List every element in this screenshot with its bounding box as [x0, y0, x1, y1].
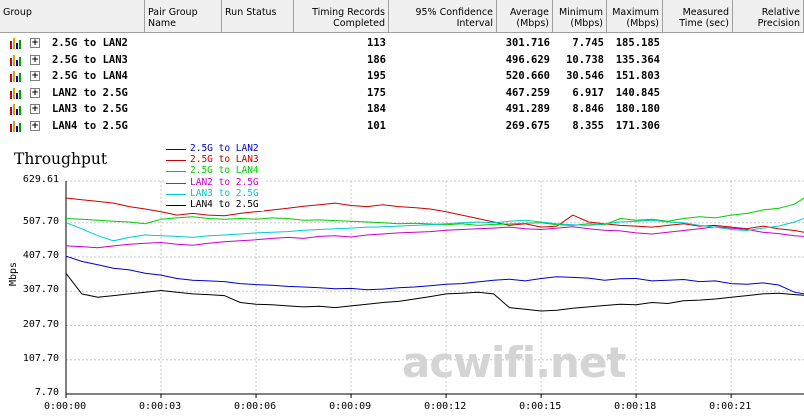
maximum-value: 185.185 [615, 37, 660, 49]
timing-records-value: 175 [367, 86, 386, 99]
x-tick-label: 0:00:09 [329, 401, 372, 412]
y-tick-label: 7.70 [34, 387, 59, 398]
expand-icon[interactable]: + [30, 87, 40, 98]
legend-label: 2.5G to LAN2 [190, 143, 259, 154]
y-tick-label: 107.70 [22, 352, 59, 364]
watermark: acwifi.net [402, 338, 627, 387]
table-header: Group Pair Group Name Run Status Timing … [0, 0, 804, 33]
pair-chart-icon [10, 38, 22, 49]
timing-records-value: 184 [367, 103, 386, 115]
x-tick-label: 0:00:03 [139, 401, 182, 412]
y-tick-label: 207.70 [22, 318, 59, 330]
table-row[interactable]: +2.5G to LAN3 186 496.629 10.738 135.364 [0, 52, 804, 68]
legend-label: 2.5G to LAN3 [190, 154, 259, 166]
y-tick-label: 307.70 [22, 284, 59, 296]
x-tick-label: 0:00:12 [424, 401, 467, 412]
expand-icon[interactable]: + [30, 38, 40, 48]
series-line-4 [65, 226, 804, 249]
y-tick-label: 629.61 [22, 174, 59, 185]
pair-name: LAN2 to 2.5G [52, 86, 128, 99]
pair-name: 2.5G to LAN2 [52, 37, 128, 49]
legend-swatch [166, 149, 186, 150]
average-value: 269.675 [505, 119, 550, 132]
minimum-value: 30.546 [566, 70, 604, 82]
table-row[interactable]: + LAN3 to 2.5G 184 491.289 8.846 180.180 [0, 101, 804, 117]
header-maximum[interactable]: Maximum (Mbps) [607, 0, 663, 33]
pair-name: LAN4 to 2.5G [52, 119, 128, 132]
average-value: 491.289 [505, 103, 550, 115]
header-run-status[interactable]: Run Status [222, 0, 294, 33]
series-line-5 [65, 218, 804, 242]
pair-chart-icon [10, 54, 22, 66]
maximum-value: 135.364 [615, 53, 660, 66]
expand-icon[interactable]: + [30, 71, 40, 81]
expand-icon[interactable]: + [30, 104, 40, 114]
x-tick-label: 0:00:15 [519, 401, 562, 412]
header-measured-time[interactable]: Measured Time (sec) [663, 0, 733, 33]
plot-area [65, 180, 804, 398]
legend-swatch [166, 205, 186, 206]
legend-label: 2.5G to LAN4 [190, 165, 259, 177]
legend-label: LAN2 to 2.5G [190, 176, 259, 188]
header-group[interactable]: Group [0, 0, 145, 33]
header-relative-precision[interactable]: Relative Precision [733, 0, 804, 33]
minimum-value: 8.355 [572, 119, 604, 132]
pair-chart-icon [10, 71, 22, 82]
chart-title: Throughput [14, 150, 108, 168]
table-row[interactable]: +2.5G to LAN4 195 520.660 30.546 151.803 [0, 68, 804, 84]
legend-swatch [166, 160, 186, 162]
timing-records-value: 186 [367, 53, 386, 66]
pair-name: 2.5G to LAN3 [52, 53, 128, 66]
legend-swatch [166, 171, 186, 173]
y-tick-label: 407.70 [22, 250, 59, 261]
average-value: 520.660 [505, 70, 550, 82]
pair-chart-icon [10, 120, 22, 132]
header-timing-records[interactable]: Timing Records Completed [294, 0, 389, 33]
legend-swatch [166, 193, 186, 195]
header-average[interactable]: Average (Mbps) [497, 0, 553, 33]
results-table: Group Pair Group Name Run Status Timing … [0, 0, 804, 136]
legend-label: LAN3 to 2.5G [190, 187, 259, 199]
series-line-6 [65, 272, 804, 312]
average-value: 301.716 [505, 37, 550, 49]
pair-name: 2.5G to LAN4 [52, 70, 128, 82]
legend-label: LAN4 to 2.5G [190, 199, 259, 210]
pair-chart-icon [10, 87, 22, 99]
average-value: 467.259 [505, 86, 550, 99]
table-row[interactable]: +2.5G to LAN2 113 301.716 7.745 185.185 [0, 35, 804, 51]
maximum-value: 140.845 [615, 86, 660, 99]
timing-records-value: 101 [367, 119, 386, 132]
header-minimum[interactable]: Minimum (Mbps) [553, 0, 607, 33]
minimum-value: 10.738 [566, 53, 604, 66]
minimum-value: 7.745 [572, 37, 604, 49]
y-tick-label: 507.70 [22, 215, 59, 227]
series-line-2 [65, 197, 804, 233]
expand-icon[interactable]: + [30, 120, 40, 131]
maximum-value: 151.803 [615, 70, 660, 82]
timing-records-value: 113 [367, 37, 386, 49]
series-line-1 [65, 255, 804, 295]
header-confidence-interval[interactable]: 95% Confidence Interval [389, 0, 497, 33]
header-pair-group-name[interactable]: Pair Group Name [145, 0, 222, 33]
x-tick-label: 0:00:21 [709, 401, 752, 412]
x-tick-label: 0:00:06 [234, 401, 277, 412]
table-row[interactable]: + LAN4 to 2.5G 101 269.675 8.355 171.306 [0, 118, 804, 134]
pair-name: LAN3 to 2.5G [52, 103, 128, 115]
table-row[interactable]: + LAN2 to 2.5G 175 467.259 6.917 140.845 [0, 85, 804, 101]
minimum-value: 8.846 [572, 103, 604, 115]
minimum-value: 6.917 [572, 86, 604, 99]
pair-chart-icon [10, 104, 22, 115]
timing-records-value: 195 [367, 70, 386, 82]
maximum-value: 171.306 [615, 119, 660, 132]
maximum-value: 180.180 [615, 103, 660, 115]
chart-legend: 2.5G to LAN2 2.5G to LAN3 2.5G to LAN4 LAN2… [166, 143, 264, 211]
average-value: 496.629 [505, 53, 550, 66]
x-tick-label: 0:00:18 [614, 401, 657, 412]
throughput-chart: Throughput Mbps 629.61 507.70 407.70 307.70… [0, 140, 804, 420]
x-tick-label: 0:00:00 [44, 401, 87, 412]
legend-swatch [166, 182, 186, 184]
expand-icon[interactable]: + [30, 54, 40, 65]
